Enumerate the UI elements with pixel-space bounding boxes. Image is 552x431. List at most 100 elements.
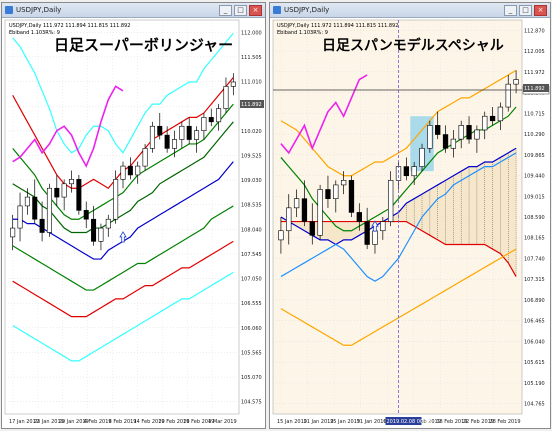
candle-body — [450, 138, 457, 149]
price-tick-label: 105.190 — [524, 381, 545, 387]
candle-body — [32, 196, 38, 220]
candle-body — [69, 179, 75, 185]
cursor-date-label: 2019.02.08 00:00 — [387, 419, 432, 425]
price-tick-label: 106.465 — [524, 319, 545, 325]
window-titlebar[interactable]: USDJPY,Daily _ □ × — [2, 3, 265, 18]
candle-body — [333, 184, 339, 199]
chart-app-icon — [5, 6, 13, 14]
candle-body — [194, 130, 200, 140]
candle-body — [10, 227, 16, 238]
price-tick-label: 107.050 — [241, 277, 262, 283]
chart-info-line: USDJPY,Daily 111.972 111.894 111.815 111… — [277, 23, 398, 29]
candle-body — [474, 129, 480, 140]
price-tick-label: 111.505 — [241, 55, 262, 61]
close-button[interactable]: × — [249, 5, 262, 16]
candle-body — [39, 218, 45, 233]
price-tick-label: 111.972 — [524, 70, 545, 76]
current-price-bg — [523, 84, 549, 92]
candle-body — [309, 221, 315, 236]
price-tick-label: 109.440 — [524, 174, 545, 180]
price-tick-label: 109.865 — [524, 153, 545, 159]
indicator-line-band4_up — [12, 32, 234, 154]
candle-body — [17, 205, 23, 229]
price-tick-label: 107.740 — [524, 256, 545, 262]
minimize-button[interactable]: _ — [504, 5, 517, 16]
price-tick-label: 110.715 — [524, 111, 545, 117]
price-tick-label: 110.020 — [241, 129, 262, 135]
candle-body — [164, 134, 170, 149]
minimize-button[interactable]: _ — [219, 5, 232, 16]
candle-body — [171, 139, 177, 149]
candle-body — [348, 180, 355, 213]
candle-body — [24, 196, 30, 207]
candle-body — [497, 106, 504, 122]
candle-body — [403, 166, 409, 177]
candle-body — [46, 187, 52, 233]
candle-body — [83, 210, 89, 220]
price-tick-label: 110.290 — [524, 132, 545, 138]
price-tick-label: 112.870 — [524, 28, 545, 34]
candle-body — [120, 165, 126, 180]
candle-body — [325, 189, 331, 199]
date-tick-label: 28 Feb 2019 — [489, 419, 520, 425]
indicator-line-band3_dn — [12, 240, 234, 318]
indicator-line-band4_dn — [12, 271, 234, 362]
price-tick-label: 105.565 — [241, 350, 262, 356]
candle-body — [113, 179, 119, 220]
date-tick-label: 31 Jan 2019 — [357, 419, 387, 425]
price-tick-label: 108.040 — [241, 227, 262, 233]
candle-body — [149, 125, 155, 149]
price-tick-label: 104.765 — [524, 402, 545, 408]
overlay-title: 日足スパンモデルスペシャル — [322, 37, 504, 54]
candlestick-chart-super-bollinger[interactable]: 112.000111.505111.010110.515110.020109.5… — [2, 18, 265, 428]
date-tick-label: 17 Jan 2019 — [9, 419, 39, 425]
price-tick-label: 111.010 — [241, 80, 262, 86]
candle-body — [364, 221, 370, 245]
price-tick-label: 106.555 — [241, 301, 262, 307]
candle-body — [419, 147, 425, 167]
cursor-date-bg — [385, 417, 422, 425]
candle-body — [293, 198, 300, 209]
date-tick-label: 25 Jan 2019 — [330, 419, 360, 425]
candle-body — [427, 125, 433, 149]
candle-body — [513, 79, 519, 85]
close-button[interactable]: × — [534, 5, 547, 16]
chart-window-super-bollinger[interactable]: USDJPY,Daily _ □ × 112.000 111.505 111.010… — [1, 2, 266, 429]
overlay-title: 日足スーパーボリンジャー — [54, 36, 233, 54]
candle-body — [458, 125, 464, 140]
candle-body — [442, 134, 449, 149]
arrow-up-icon — [119, 231, 127, 243]
date-tick-label: 4 Mar 2019 — [208, 419, 237, 425]
candle-body — [317, 189, 323, 236]
maximize-button[interactable]: □ — [519, 5, 532, 16]
maximize-button[interactable]: □ — [234, 5, 247, 16]
candle-body — [223, 86, 229, 109]
date-tick-label: 21 Jan 2019 — [304, 419, 334, 425]
price-tick-label: 108.590 — [524, 215, 545, 221]
indicator-info-line: Ebiband 1.103R%: 9 — [277, 30, 328, 36]
date-tick-label: 8 Feb 2019 — [109, 419, 137, 425]
date-tick-label: 20 Feb 2019 — [158, 419, 189, 425]
candle-body — [142, 148, 148, 167]
price-tick-label: 109.030 — [241, 178, 262, 184]
candle-body — [395, 166, 402, 181]
date-tick-label: 15 Jan 2019 — [277, 419, 307, 425]
chart-window-span-model[interactable]: USDJPY,Daily _ □ × 112.870 112.005 111.972… — [269, 2, 551, 429]
window-title: USDJPY,Daily — [16, 6, 62, 14]
indicator-info-line: Ebiband 1.103R%: 9 — [9, 30, 60, 36]
price-tick-label: 106.890 — [524, 298, 545, 304]
price-tick-label: 108.535 — [241, 203, 262, 209]
candle-body — [54, 187, 60, 198]
candle-body — [466, 125, 472, 140]
candle-body — [372, 230, 378, 245]
current-price-label: 111.892 — [524, 86, 545, 92]
candle-body — [135, 165, 141, 176]
candle-body — [201, 117, 207, 131]
price-tick-label: 107.315 — [524, 277, 545, 283]
candle-body — [340, 180, 347, 186]
candlestick-chart-span-model[interactable]: 112.870112.005111.972111.140110.715110.2… — [270, 18, 550, 428]
price-tick-label: 108.165 — [524, 236, 545, 242]
window-titlebar[interactable]: USDJPY,Daily _ □ × — [270, 3, 550, 18]
price-tick-label: 104.575 — [241, 400, 262, 406]
candle-body — [61, 183, 67, 198]
